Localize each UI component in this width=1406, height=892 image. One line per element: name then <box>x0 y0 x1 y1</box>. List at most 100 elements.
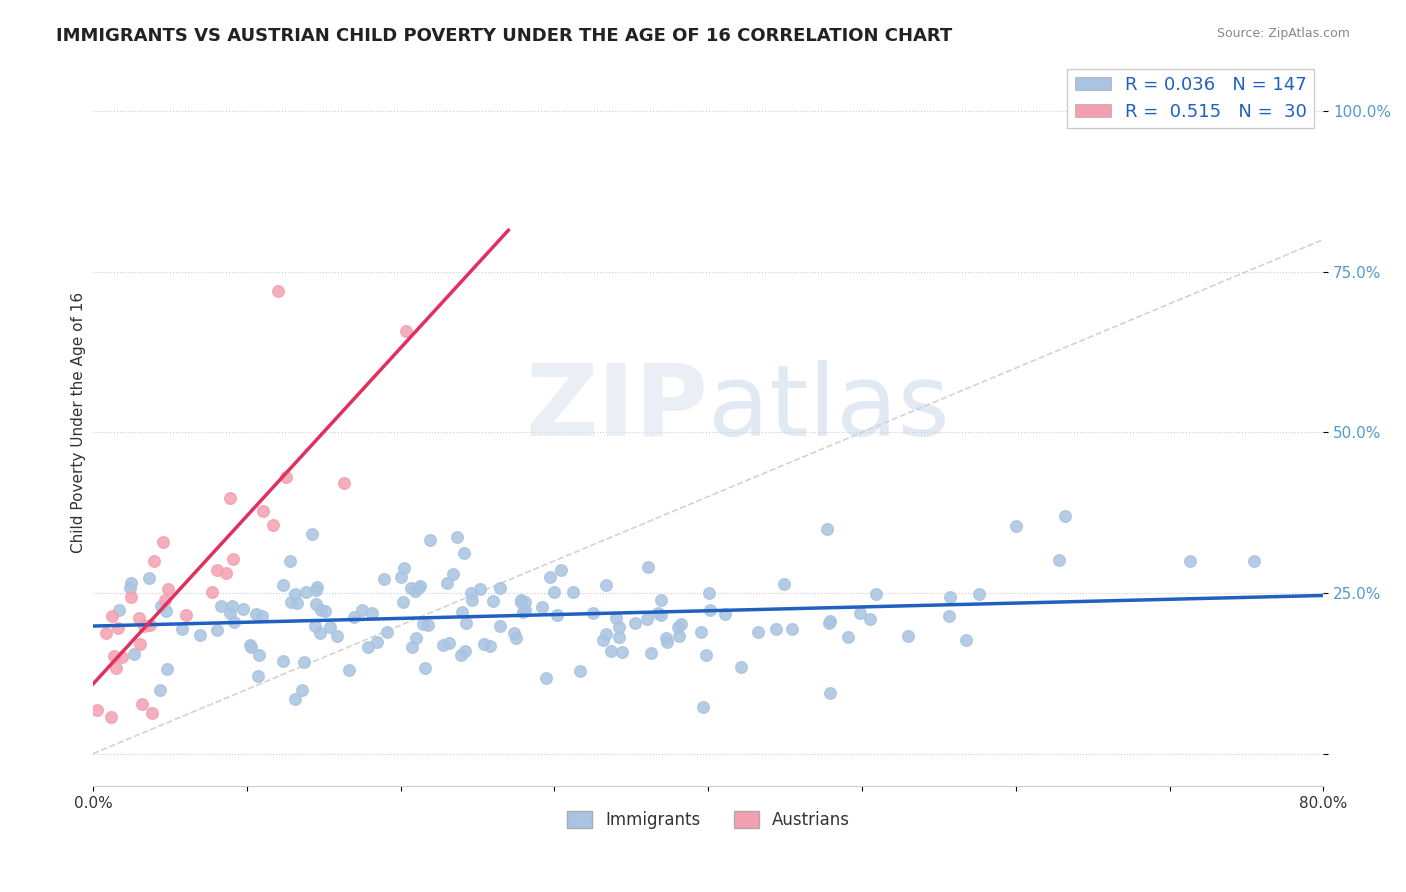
Point <box>636 612 658 626</box>
Point <box>120 590 142 604</box>
Point <box>481 594 503 608</box>
Point <box>155 593 177 607</box>
Point <box>373 572 395 586</box>
Point <box>124 647 146 661</box>
Point <box>1047 553 1070 567</box>
Point <box>546 608 568 623</box>
Point <box>209 599 232 614</box>
Point <box>859 612 882 626</box>
Point <box>512 605 534 619</box>
Point <box>337 664 360 678</box>
Point <box>142 554 165 568</box>
Point <box>120 576 142 591</box>
Point <box>605 611 627 625</box>
Point <box>543 585 565 599</box>
Point <box>479 639 502 653</box>
Point <box>201 585 224 599</box>
Point <box>595 578 617 592</box>
Point <box>472 637 495 651</box>
Point <box>416 618 439 632</box>
Point <box>451 605 474 619</box>
Point <box>239 638 262 652</box>
Point <box>343 610 366 624</box>
Point <box>405 631 427 645</box>
Point <box>131 697 153 711</box>
Point <box>240 640 263 654</box>
Point <box>271 578 294 592</box>
Point <box>443 567 465 582</box>
Point <box>747 624 769 639</box>
Point <box>170 622 193 636</box>
Point <box>394 324 416 338</box>
Point <box>666 620 689 634</box>
Point <box>139 617 162 632</box>
Point <box>413 661 436 675</box>
Point <box>437 636 460 650</box>
Point <box>650 593 672 607</box>
Point <box>640 646 662 660</box>
Point <box>780 622 803 636</box>
Point <box>817 616 839 631</box>
Point <box>419 533 441 548</box>
Point <box>668 629 690 643</box>
Point <box>401 640 423 655</box>
Point <box>103 649 125 664</box>
Point <box>307 581 329 595</box>
Point <box>454 615 477 630</box>
Point <box>128 637 150 651</box>
Point <box>765 622 787 636</box>
Point <box>399 581 422 595</box>
Point <box>446 530 468 544</box>
Point <box>280 595 302 609</box>
Point <box>404 584 426 599</box>
Point <box>610 645 633 659</box>
Point <box>375 624 398 639</box>
Point <box>595 627 617 641</box>
Point <box>357 640 380 654</box>
Point <box>120 581 142 595</box>
Point <box>325 630 347 644</box>
Point <box>292 655 315 669</box>
Point <box>138 571 160 585</box>
Point <box>245 607 267 621</box>
Text: IMMIGRANTS VS AUSTRIAN CHILD POVERTY UNDER THE AGE OF 16 CORRELATION CHART: IMMIGRANTS VS AUSTRIAN CHILD POVERTY UND… <box>56 27 952 45</box>
Point <box>432 638 454 652</box>
Point <box>409 579 432 593</box>
Point <box>247 668 270 682</box>
Point <box>600 644 623 658</box>
Point <box>149 683 172 698</box>
Point <box>108 603 131 617</box>
Point <box>773 577 796 591</box>
Point <box>392 561 415 575</box>
Point <box>818 686 841 700</box>
Point <box>488 581 510 595</box>
Point <box>309 626 332 640</box>
Point <box>311 603 333 617</box>
Point <box>489 619 512 633</box>
Point <box>352 603 374 617</box>
Point <box>531 600 554 615</box>
Point <box>314 604 336 618</box>
Point <box>250 609 273 624</box>
Point <box>205 623 228 637</box>
Text: atlas: atlas <box>709 359 950 457</box>
Point <box>156 582 179 597</box>
Point <box>96 625 118 640</box>
Y-axis label: Child Poverty Under the Age of 16: Child Poverty Under the Age of 16 <box>72 293 86 553</box>
Point <box>156 663 179 677</box>
Point <box>304 582 326 597</box>
Point <box>654 631 676 645</box>
Point <box>607 620 630 634</box>
Point <box>285 596 308 610</box>
Point <box>695 648 717 663</box>
Point <box>820 615 842 629</box>
Point <box>392 595 415 609</box>
Point <box>513 595 536 609</box>
Point <box>305 598 328 612</box>
Point <box>188 628 211 642</box>
Point <box>939 590 962 604</box>
Point <box>650 608 672 623</box>
Point <box>730 660 752 674</box>
Point <box>100 710 122 724</box>
Legend: Immigrants, Austrians: Immigrants, Austrians <box>560 804 856 836</box>
